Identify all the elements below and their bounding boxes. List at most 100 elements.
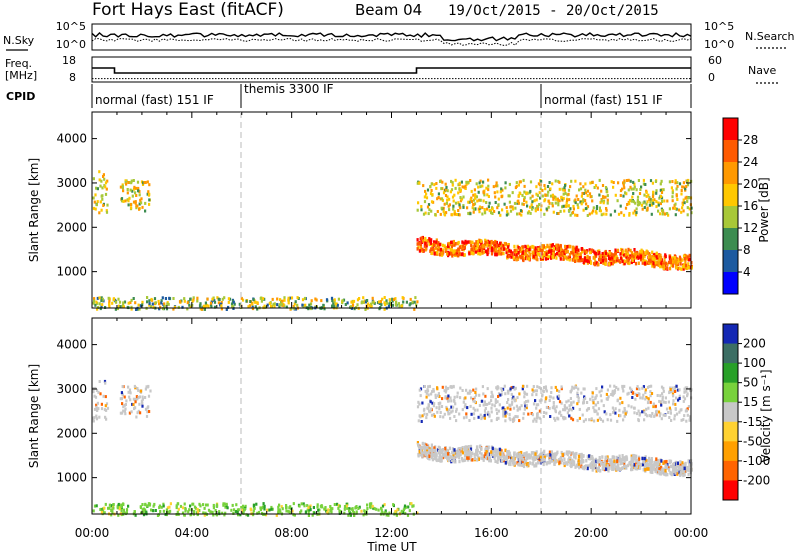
data-cell [439, 455, 442, 460]
data-cell [140, 197, 143, 201]
data-cell [539, 196, 542, 200]
data-cell [676, 181, 679, 185]
data-cell [463, 241, 466, 245]
data-cell [138, 190, 141, 193]
data-cell [430, 392, 433, 396]
data-cell [575, 385, 578, 389]
data-cell [562, 257, 565, 261]
data-cell [665, 459, 668, 464]
data-cell [557, 212, 560, 215]
power-ylabel: Slant Range [km] [27, 158, 41, 262]
data-cell [325, 509, 328, 513]
data-cell [231, 503, 234, 507]
data-cell [368, 502, 372, 506]
data-cell [206, 297, 209, 301]
data-cell [542, 245, 545, 249]
data-cell [283, 298, 286, 302]
data-cell [421, 247, 424, 252]
data-cell [136, 387, 139, 390]
data-cell [484, 238, 487, 243]
data-cell [516, 408, 519, 412]
data-cell [509, 404, 512, 408]
data-cell [548, 181, 551, 184]
data-cell [145, 510, 148, 514]
data-cell [439, 212, 442, 216]
data-cell [686, 386, 689, 390]
data-cell [567, 192, 570, 196]
data-cell [473, 453, 476, 457]
data-cell [640, 185, 643, 189]
data-cell [149, 305, 153, 309]
data-cell [611, 256, 614, 260]
data-cell [690, 462, 693, 466]
data-cell [418, 388, 421, 392]
data-cell [676, 184, 679, 188]
data-cell [371, 296, 374, 300]
data-cell [439, 247, 442, 252]
data-cell [459, 199, 463, 203]
data-cell [623, 464, 626, 469]
data-cell [456, 391, 459, 395]
data-cell [603, 466, 606, 470]
data-cell [126, 188, 129, 191]
data-cell [448, 197, 451, 201]
data-cell [260, 506, 264, 510]
data-cell [366, 503, 369, 507]
data-cell [495, 448, 499, 452]
data-cell [568, 258, 571, 262]
data-cell [644, 462, 647, 467]
data-cell [642, 385, 645, 389]
data-cell [644, 251, 647, 255]
data-cell [131, 194, 134, 198]
data-cell [160, 299, 163, 303]
data-cell [492, 247, 495, 252]
data-cell [522, 416, 525, 420]
data-cell [657, 209, 660, 213]
data-cell [588, 212, 591, 216]
data-cell [169, 502, 172, 506]
data-cell [445, 448, 448, 453]
colorbar-segment [723, 460, 738, 481]
data-cell [495, 244, 498, 248]
data-cell [483, 454, 486, 459]
data-cell [517, 251, 520, 255]
data-cell [175, 504, 178, 508]
data-cell [483, 242, 486, 247]
data-cell [545, 207, 548, 211]
data-cell [612, 410, 615, 414]
data-cell [524, 404, 527, 408]
data-cell [545, 462, 548, 466]
data-cell [567, 209, 571, 212]
data-cell [422, 212, 426, 216]
data-cell [331, 299, 334, 303]
data-cell [280, 303, 283, 307]
data-cell [245, 299, 248, 303]
data-cell [667, 466, 670, 470]
data-cell [498, 447, 501, 452]
data-cell [446, 449, 449, 453]
data-cell [660, 191, 664, 194]
data-cell [443, 244, 446, 248]
data-cell [462, 195, 465, 199]
data-cell [623, 409, 626, 412]
data-cell [367, 302, 370, 306]
data-cell [496, 184, 499, 188]
data-cell [554, 179, 557, 183]
data-cell [388, 302, 391, 306]
data-cell [117, 502, 120, 506]
data-cell [426, 205, 430, 209]
data-cell [468, 391, 471, 395]
data-cell [221, 511, 224, 515]
data-cell [627, 252, 630, 257]
data-cell [662, 264, 665, 268]
data-cell [130, 298, 133, 302]
data-cell [686, 413, 689, 417]
data-cell [572, 252, 575, 256]
data-cell [449, 416, 452, 420]
data-cell [444, 454, 447, 459]
data-cell [560, 387, 563, 391]
data-cell [628, 213, 631, 217]
data-cell [92, 301, 95, 305]
data-cell [106, 406, 110, 410]
data-cell [683, 466, 686, 471]
